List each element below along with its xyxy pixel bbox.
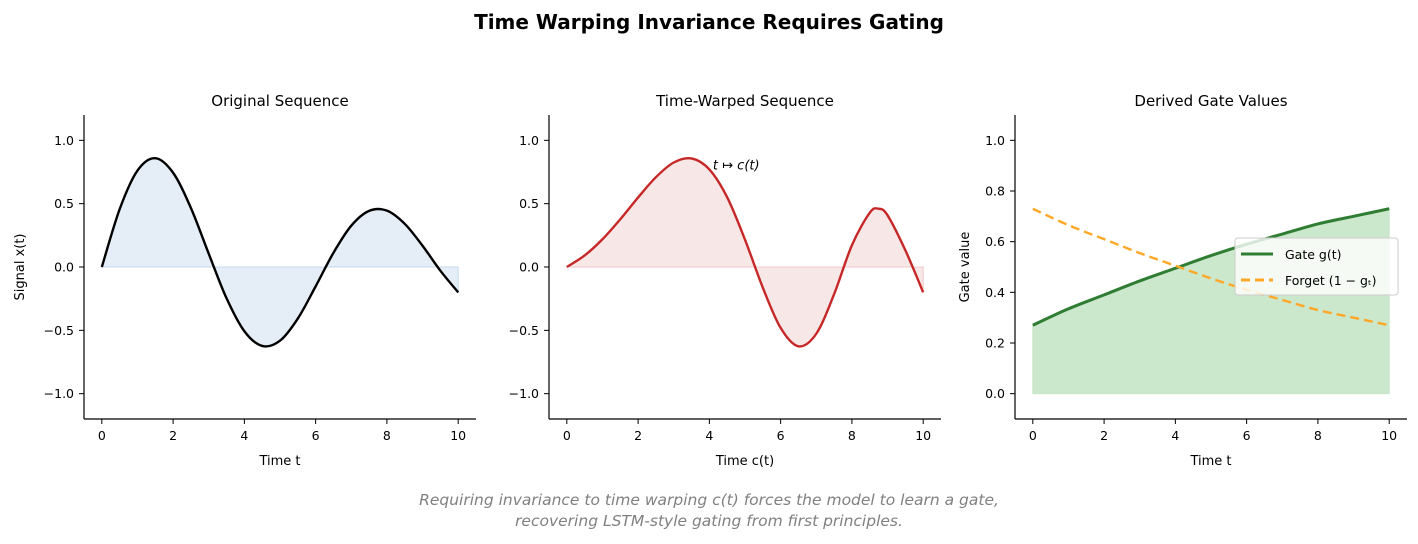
panel-2: 0 2 4 6 8 10 −1.0 −0.5 0.0 0.5 1.0 Time-Warped Sequ… xyxy=(509,92,941,469)
y-tick-label: 0.2 xyxy=(985,336,1005,351)
panel-title: Original Sequence xyxy=(211,92,348,110)
legend: Gate g(t) Forget (1 − gₜ) xyxy=(1234,237,1399,296)
y-tick-label: −0.5 xyxy=(509,323,539,338)
x-tick-label: 0 xyxy=(98,428,106,443)
x-axis-label: Time t xyxy=(258,454,300,469)
y-tick-label: 1.0 xyxy=(519,133,539,148)
figure-title: Time Warping Invariance Requires Gating xyxy=(474,10,944,34)
y-tick-label: −1.0 xyxy=(509,386,539,401)
series-line-0 xyxy=(100,156,460,348)
x-tick-label: 8 xyxy=(848,428,856,443)
legend-label-1: Forget (1 − gₜ) xyxy=(1285,273,1377,288)
y-tick-label: −0.5 xyxy=(44,323,74,338)
legend-label-0: Gate g(t) xyxy=(1285,247,1342,262)
warp-annotation: t ↦ c(t) xyxy=(713,159,760,174)
x-tick-label: 6 xyxy=(777,428,785,443)
series-line-1 xyxy=(1032,207,1390,327)
y-tick-label: 0.8 xyxy=(985,184,1005,199)
panel-title: Time-Warped Sequence xyxy=(655,92,834,110)
area-fill-0 xyxy=(101,157,459,347)
x-tick-label: 0 xyxy=(563,428,571,443)
y-tick-label: 0.0 xyxy=(54,260,74,275)
series-line-0 xyxy=(1032,207,1390,327)
panel-title: Derived Gate Values xyxy=(1134,92,1287,110)
panel-3: 0 2 4 6 8 10 0.0 0.2 0.4 0.6 0.8 1.0 Derived Gate Va… xyxy=(958,92,1407,469)
x-axis-label: Time c(t) xyxy=(715,454,774,469)
x-tick-label: 6 xyxy=(1243,428,1251,443)
area-fill-0 xyxy=(565,157,924,347)
y-tick-label: 0.0 xyxy=(985,386,1005,401)
series-line-0 xyxy=(566,156,925,348)
x-tick-label: 2 xyxy=(169,428,177,443)
y-tick-label: 1.0 xyxy=(54,133,74,148)
caption-line-2: recovering LSTM-style gating from first … xyxy=(515,512,903,530)
x-axis-label: Time t xyxy=(1189,454,1231,469)
caption-line-1: Requiring invariance to time warping c(t… xyxy=(419,491,999,509)
y-tick-label: 1.0 xyxy=(985,133,1005,148)
legend-box xyxy=(1234,237,1399,296)
x-tick-label: 10 xyxy=(450,428,466,443)
x-tick-label: 8 xyxy=(383,428,391,443)
x-tick-label: 0 xyxy=(1029,428,1037,443)
y-tick-label: 0.0 xyxy=(519,260,539,275)
x-tick-label: 10 xyxy=(915,428,931,443)
y-axis-label: Gate value xyxy=(958,232,973,303)
x-tick-label: 8 xyxy=(1314,428,1322,443)
y-tick-label: 0.5 xyxy=(54,196,74,211)
y-tick-label: −1.0 xyxy=(44,386,74,401)
x-tick-label: 2 xyxy=(1100,428,1108,443)
x-tick-label: 4 xyxy=(1171,428,1179,443)
x-tick-label: 6 xyxy=(312,428,320,443)
y-tick-label: 0.4 xyxy=(985,285,1005,300)
x-tick-label: 4 xyxy=(240,428,248,443)
y-tick-label: 0.5 xyxy=(519,196,539,211)
y-tick-label: 0.6 xyxy=(985,234,1005,249)
x-tick-label: 2 xyxy=(634,428,642,443)
x-tick-label: 10 xyxy=(1381,428,1397,443)
panel-1: 0 2 4 6 8 10 −1.0 −0.5 0.0 0.5 1.0 Original Sequenc… xyxy=(13,92,476,469)
y-axis-label: Signal x(t) xyxy=(13,234,28,301)
x-tick-label: 4 xyxy=(705,428,713,443)
